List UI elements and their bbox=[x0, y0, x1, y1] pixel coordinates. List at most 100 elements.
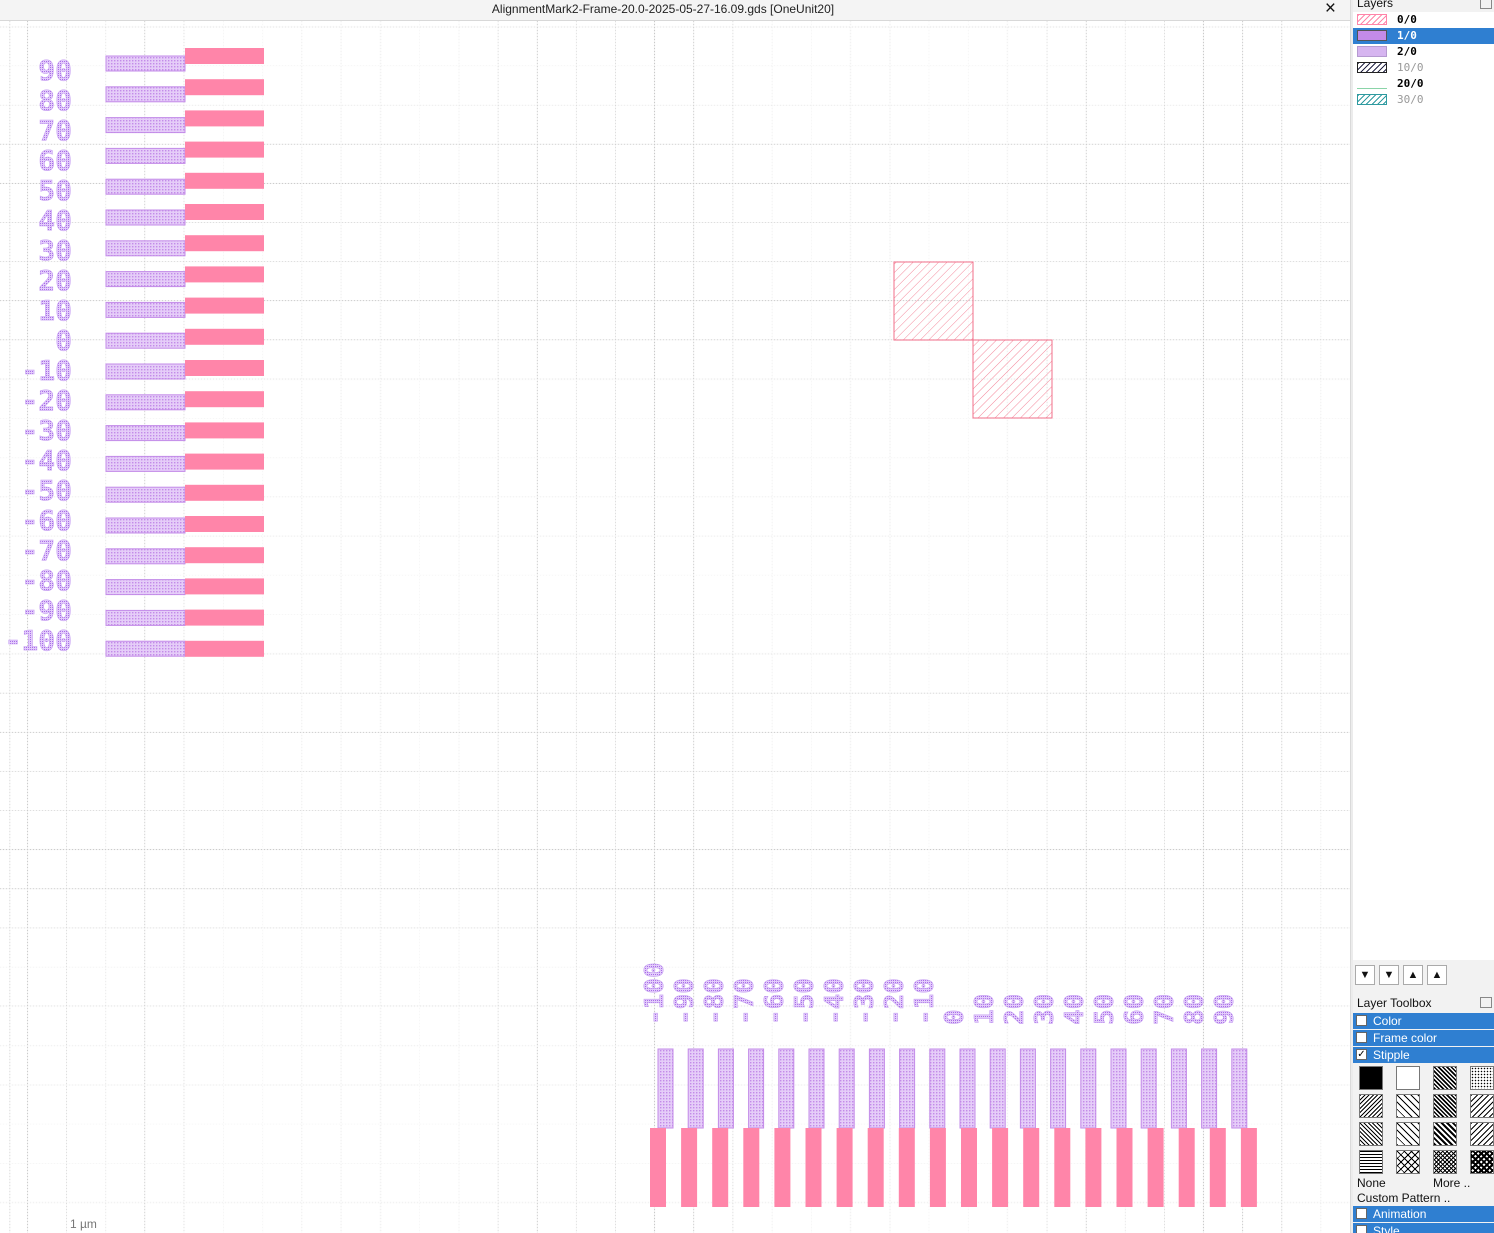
alignment-square-lower[interactable] bbox=[972, 339, 1053, 419]
bottom-vernier-bar-layer-1[interactable] bbox=[1201, 1048, 1218, 1129]
left-vernier-bar-layer-1[interactable] bbox=[105, 640, 186, 657]
stipple-pattern-icon[interactable] bbox=[1433, 1122, 1457, 1146]
bottom-vernier-bar-layer-0[interactable] bbox=[681, 1128, 698, 1207]
bottom-vernier-bar-layer-0[interactable] bbox=[743, 1128, 760, 1207]
left-vernier-bar-layer-1[interactable] bbox=[105, 548, 186, 565]
bottom-vernier-bar-layer-1[interactable] bbox=[1019, 1048, 1036, 1129]
stipple-pattern-icon[interactable] bbox=[1359, 1122, 1383, 1146]
left-vernier-bar-layer-0[interactable] bbox=[185, 204, 264, 220]
stipple-pattern-icon[interactable] bbox=[1396, 1122, 1420, 1146]
stipple-pattern-icon[interactable] bbox=[1433, 1066, 1457, 1090]
stipple-pattern-icon[interactable] bbox=[1359, 1066, 1383, 1090]
layers-float-icon[interactable] bbox=[1480, 0, 1492, 9]
bottom-vernier-bar-layer-1[interactable] bbox=[1050, 1048, 1067, 1129]
layer-row[interactable]: 20/0 bbox=[1353, 76, 1494, 92]
stipple-pattern-icon[interactable] bbox=[1470, 1150, 1494, 1174]
bottom-vernier-bar-layer-1[interactable] bbox=[929, 1048, 946, 1129]
bottom-vernier-bar-layer-1[interactable] bbox=[748, 1048, 765, 1129]
stipple-checkbox[interactable]: ✓ bbox=[1356, 1049, 1367, 1060]
bottom-vernier-bar-layer-1[interactable] bbox=[1110, 1048, 1127, 1129]
bottom-vernier-bar-layer-1[interactable] bbox=[687, 1048, 704, 1129]
bottom-vernier-bar-layer-0[interactable] bbox=[774, 1128, 791, 1207]
style-checkbox[interactable] bbox=[1356, 1225, 1367, 1233]
left-vernier-bar-layer-0[interactable] bbox=[185, 391, 264, 408]
bottom-vernier-bar-layer-1[interactable] bbox=[989, 1048, 1006, 1129]
left-vernier-bar-layer-0[interactable] bbox=[185, 328, 264, 345]
custom-pattern-button[interactable]: Custom Pattern .. bbox=[1357, 1191, 1451, 1205]
left-vernier-bar-layer-0[interactable] bbox=[185, 484, 264, 501]
bottom-vernier-bar-layer-0[interactable] bbox=[836, 1128, 853, 1207]
stipple-pattern-icon[interactable] bbox=[1396, 1094, 1420, 1118]
left-vernier-bar-layer-0[interactable] bbox=[185, 516, 264, 532]
left-vernier-bar-layer-0[interactable] bbox=[185, 547, 264, 564]
left-vernier-bar-layer-1[interactable] bbox=[105, 86, 186, 103]
bottom-vernier-bar-layer-0[interactable] bbox=[961, 1128, 977, 1207]
layout-canvas[interactable]: 90 80 70 60 50 40 30 20 10 0 -10 -20 -30 -40 -50 -60 -70… bbox=[0, 21, 1350, 1233]
left-vernier-bar-layer-1[interactable] bbox=[105, 425, 186, 442]
left-vernier-bar-layer-0[interactable] bbox=[185, 48, 264, 64]
bottom-vernier-bar-layer-1[interactable] bbox=[1080, 1048, 1097, 1129]
toolbox-float-icon[interactable] bbox=[1480, 997, 1492, 1008]
toolbox-animation-section[interactable]: Animation bbox=[1353, 1206, 1494, 1222]
bottom-vernier-bar-layer-0[interactable] bbox=[1209, 1128, 1226, 1207]
toolbox-frame-color-section[interactable]: Frame color bbox=[1353, 1030, 1494, 1046]
stipple-pattern-icon[interactable] bbox=[1396, 1150, 1420, 1174]
close-icon[interactable]: × bbox=[1324, 0, 1336, 19]
move-down-icon[interactable]: ▼ bbox=[1379, 965, 1399, 985]
bottom-vernier-bar-layer-0[interactable] bbox=[805, 1128, 822, 1207]
left-vernier-bar-layer-1[interactable] bbox=[105, 209, 186, 226]
bottom-vernier-bar-layer-1[interactable] bbox=[717, 1048, 734, 1129]
toolbox-stipple-section[interactable]: ✓ Stipple bbox=[1353, 1047, 1494, 1063]
move-up-icon[interactable]: ▲ bbox=[1403, 965, 1423, 985]
stipple-none-button[interactable]: None bbox=[1357, 1176, 1386, 1190]
stipple-pattern-icon[interactable] bbox=[1433, 1094, 1457, 1118]
left-vernier-bar-layer-0[interactable] bbox=[185, 266, 264, 283]
bottom-vernier-bar-layer-1[interactable] bbox=[808, 1048, 825, 1129]
bottom-vernier-bar-layer-1[interactable] bbox=[868, 1048, 885, 1129]
alignment-square-upper[interactable] bbox=[893, 261, 974, 341]
left-vernier-bar-layer-1[interactable] bbox=[105, 363, 186, 380]
left-vernier-bar-layer-1[interactable] bbox=[105, 517, 186, 534]
bottom-vernier-bar-layer-0[interactable] bbox=[929, 1128, 946, 1207]
bottom-vernier-bar-layer-0[interactable] bbox=[1054, 1128, 1071, 1207]
layer-row[interactable]: 10/0 bbox=[1353, 60, 1494, 76]
left-vernier-bar-layer-0[interactable] bbox=[185, 172, 264, 189]
bottom-vernier-bar-layer-1[interactable] bbox=[1140, 1048, 1157, 1129]
bottom-vernier-bar-layer-1[interactable] bbox=[1231, 1048, 1248, 1129]
left-vernier-bar-layer-0[interactable] bbox=[185, 110, 264, 127]
bottom-vernier-bar-layer-1[interactable] bbox=[899, 1048, 916, 1129]
stipple-pattern-icon[interactable] bbox=[1396, 1066, 1420, 1090]
bottom-vernier-bar-layer-0[interactable] bbox=[1240, 1128, 1257, 1207]
left-vernier-bar-layer-1[interactable] bbox=[105, 455, 186, 472]
bottom-vernier-bar-layer-0[interactable] bbox=[712, 1128, 729, 1207]
bottom-vernier-bar-layer-1[interactable] bbox=[657, 1048, 674, 1129]
layer-list[interactable]: 0/0 1/0 2/0 10/0 20/0 30/0 bbox=[1353, 12, 1494, 960]
left-vernier-bar-layer-0[interactable] bbox=[185, 578, 264, 595]
left-vernier-bar-layer-1[interactable] bbox=[105, 240, 186, 257]
stipple-pattern-icon[interactable] bbox=[1433, 1150, 1457, 1174]
toolbox-style-section[interactable]: Style bbox=[1353, 1223, 1494, 1233]
left-vernier-bar-layer-0[interactable] bbox=[185, 79, 264, 96]
left-vernier-bar-layer-1[interactable] bbox=[105, 55, 186, 72]
bottom-vernier-bar-layer-0[interactable] bbox=[1178, 1128, 1195, 1207]
left-vernier-bar-layer-0[interactable] bbox=[185, 640, 264, 657]
bottom-vernier-bar-layer-1[interactable] bbox=[778, 1048, 795, 1129]
toolbox-color-section[interactable]: Color bbox=[1353, 1013, 1494, 1029]
stipple-more-button[interactable]: More .. bbox=[1433, 1176, 1471, 1190]
color-checkbox[interactable] bbox=[1356, 1015, 1367, 1026]
left-vernier-bar-layer-1[interactable] bbox=[105, 486, 186, 503]
left-vernier-bar-layer-1[interactable] bbox=[105, 394, 186, 411]
bottom-vernier-bar-layer-0[interactable] bbox=[992, 1128, 1009, 1207]
panel-splitter[interactable] bbox=[1350, 0, 1354, 1233]
bottom-vernier-bar-layer-1[interactable] bbox=[1170, 1048, 1187, 1129]
bottom-vernier-bar-layer-0[interactable] bbox=[1147, 1128, 1164, 1207]
bottom-vernier-bar-layer-0[interactable] bbox=[867, 1128, 884, 1207]
left-vernier-bar-layer-0[interactable] bbox=[185, 453, 264, 470]
left-vernier-bar-layer-0[interactable] bbox=[185, 235, 264, 252]
stipple-pattern-icon[interactable] bbox=[1470, 1122, 1494, 1146]
bottom-vernier-bar-layer-0[interactable] bbox=[650, 1128, 666, 1207]
left-vernier-bar-layer-0[interactable] bbox=[185, 609, 264, 626]
bottom-vernier-bar-layer-0[interactable] bbox=[898, 1128, 915, 1207]
left-vernier-bar-layer-1[interactable] bbox=[105, 271, 186, 288]
left-vernier-bar-layer-0[interactable] bbox=[185, 422, 264, 439]
